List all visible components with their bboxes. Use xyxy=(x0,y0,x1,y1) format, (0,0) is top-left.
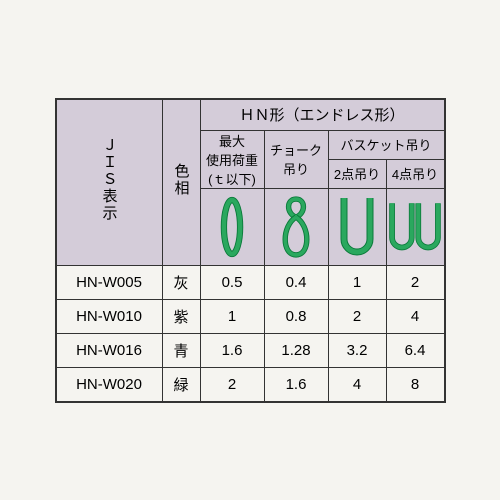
cell-maxload: 0.5 xyxy=(200,265,264,299)
sling-load-table: ＪＩＳ表示色相ＨＮ形（エンドレス形）最大使用荷重(ｔ以下)チョーク吊りバスケット… xyxy=(55,98,446,403)
cell-basket2: 1 xyxy=(328,265,386,299)
header-4pt: 4点吊り xyxy=(386,159,444,188)
cell-jis: HN-W010 xyxy=(56,299,162,333)
header-jis: ＪＩＳ表示 xyxy=(56,99,162,265)
cell-maxload: 1.6 xyxy=(200,333,264,367)
cell-maxload: 2 xyxy=(200,367,264,401)
cell-jis: HN-W020 xyxy=(56,367,162,401)
cell-basket2: 4 xyxy=(328,367,386,401)
cell-basket2: 3.2 xyxy=(328,333,386,367)
cell-hue: 緑 xyxy=(162,367,200,401)
cell-jis: HN-W005 xyxy=(56,265,162,299)
header-2pt: 2点吊り xyxy=(328,159,386,188)
header-hue: 色相 xyxy=(162,99,200,265)
cell-basket4: 4 xyxy=(386,299,444,333)
cell-basket4: 8 xyxy=(386,367,444,401)
diagram-choker xyxy=(264,188,328,265)
diagram-basket-4pt xyxy=(386,188,444,265)
cell-basket4: 6.4 xyxy=(386,333,444,367)
cell-choker: 0.8 xyxy=(264,299,328,333)
header-basket: バスケット吊り xyxy=(328,130,444,159)
table: ＪＩＳ表示色相ＨＮ形（エンドレス形）最大使用荷重(ｔ以下)チョーク吊りバスケット… xyxy=(56,99,445,402)
header-choker: チョーク吊り xyxy=(264,130,328,188)
cell-hue: 紫 xyxy=(162,299,200,333)
cell-hue: 灰 xyxy=(162,265,200,299)
cell-choker: 1.28 xyxy=(264,333,328,367)
header-hn-form: ＨＮ形（エンドレス形） xyxy=(200,99,444,130)
cell-jis: HN-W016 xyxy=(56,333,162,367)
header-max-load: 最大使用荷重(ｔ以下) xyxy=(200,130,264,188)
cell-hue: 青 xyxy=(162,333,200,367)
cell-choker: 0.4 xyxy=(264,265,328,299)
cell-basket2: 2 xyxy=(328,299,386,333)
cell-maxload: 1 xyxy=(200,299,264,333)
diagram-basket-2pt xyxy=(328,188,386,265)
cell-basket4: 2 xyxy=(386,265,444,299)
diagram-loop xyxy=(200,188,264,265)
cell-choker: 1.6 xyxy=(264,367,328,401)
